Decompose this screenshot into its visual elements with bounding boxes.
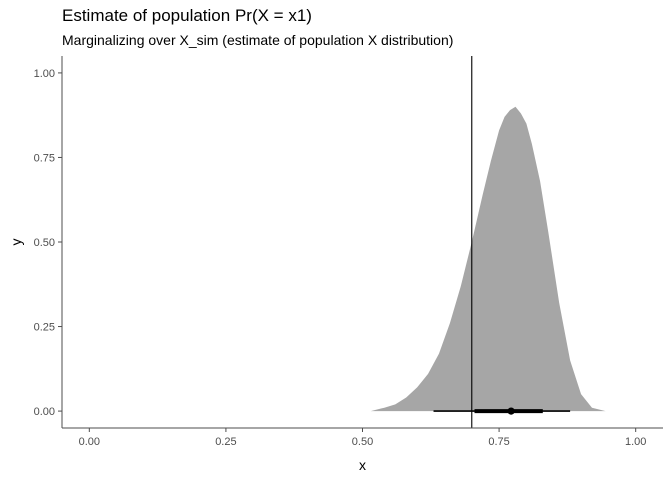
y-tick-layer: 0.00 0.25 0.50 0.75 1.00 [34, 68, 62, 418]
density-area [370, 106, 606, 412]
interval-point [507, 407, 515, 415]
y-tick-label: 0.50 [34, 237, 55, 249]
density-layer [370, 106, 606, 412]
y-axis-title: y [8, 239, 24, 246]
y-tick-label: 0.00 [34, 406, 55, 418]
y-tick-label: 0.25 [34, 322, 55, 334]
x-tick-layer: 0.00 0.25 0.50 0.75 1.00 [79, 428, 646, 448]
chart-subtitle: Marginalizing over X_sim (estimate of po… [62, 32, 454, 48]
interval-layer [433, 407, 571, 415]
y-tick-label: 0.75 [34, 152, 55, 164]
x-tick-label: 0.75 [488, 436, 509, 448]
chart-title: Estimate of population Pr(X = x1) [62, 6, 312, 25]
y-tick-label: 1.00 [34, 68, 55, 80]
x-tick-label: 0.25 [215, 436, 236, 448]
x-tick-label: 0.00 [79, 436, 100, 448]
x-tick-label: 0.50 [352, 436, 373, 448]
x-tick-label: 1.00 [625, 436, 646, 448]
x-axis-title: x [359, 457, 366, 473]
